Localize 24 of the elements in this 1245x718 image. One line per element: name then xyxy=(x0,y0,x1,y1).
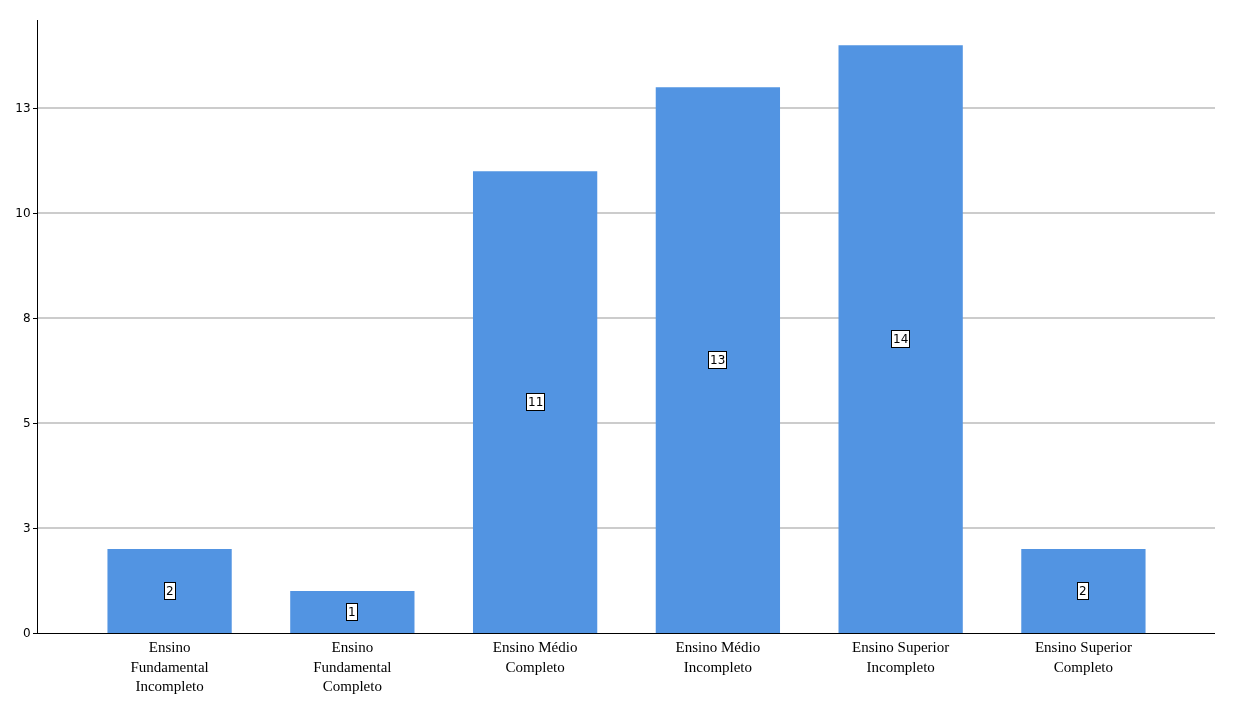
x-tick-label: Ensino Superior Completo xyxy=(1034,639,1132,675)
bar xyxy=(838,45,963,633)
data-label: 13 xyxy=(710,353,726,367)
y-tick-label: 3 xyxy=(22,521,31,536)
data-label: 2 xyxy=(1079,584,1087,598)
y-tick-label: 8 xyxy=(22,311,31,326)
x-tick-label: Ensino Fundamental Completo xyxy=(313,639,392,694)
bar xyxy=(655,87,781,633)
bar xyxy=(107,549,232,633)
y-tick-label: 13 xyxy=(15,101,31,116)
y-tick-label: 10 xyxy=(15,206,31,221)
bar xyxy=(1021,549,1146,633)
x-tick-label: Ensino Médio Incompleto xyxy=(675,639,761,675)
data-label: 14 xyxy=(893,332,909,346)
x-tick-label: Ensino Superior Incompleto xyxy=(852,639,950,675)
data-label: 11 xyxy=(528,395,544,409)
y-tick-label: 0 xyxy=(22,626,31,641)
bar xyxy=(472,171,598,633)
x-tick-label: Ensino Médio Completo xyxy=(492,639,578,675)
bar xyxy=(290,591,415,633)
data-label: 2 xyxy=(166,584,174,598)
data-label: 1 xyxy=(348,605,356,619)
x-tick-label: Ensino Fundamental Incompleto xyxy=(130,639,209,694)
y-tick-label: 5 xyxy=(22,416,31,431)
